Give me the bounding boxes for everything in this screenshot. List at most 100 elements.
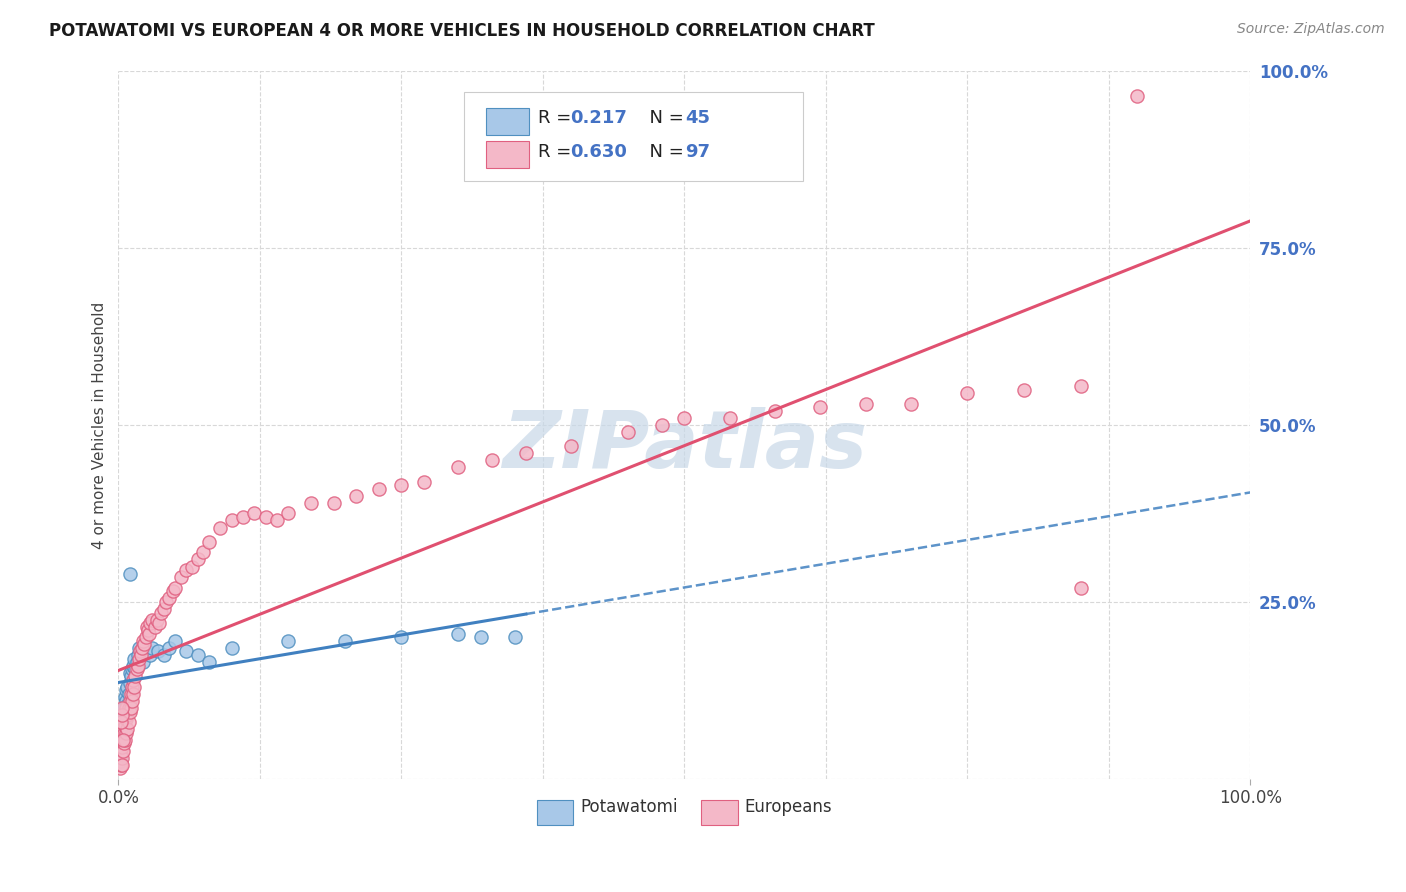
Point — [855, 397, 877, 411]
Point — [111, 757, 134, 772]
FancyBboxPatch shape — [486, 141, 529, 168]
Point — [299, 496, 322, 510]
Point — [170, 570, 193, 584]
Text: N =: N = — [638, 143, 689, 161]
Point — [157, 591, 180, 606]
Point — [115, 726, 138, 740]
Point — [111, 705, 134, 719]
Point — [118, 705, 141, 719]
Point — [115, 701, 138, 715]
Point — [115, 712, 138, 726]
Point — [447, 626, 470, 640]
Point — [111, 719, 134, 733]
Point — [718, 410, 741, 425]
Point — [118, 694, 141, 708]
Point — [135, 620, 157, 634]
Point — [209, 520, 232, 534]
Point — [277, 507, 299, 521]
Point — [124, 680, 146, 694]
Point — [148, 616, 170, 631]
Point — [118, 676, 141, 690]
Point — [139, 616, 162, 631]
Point — [121, 662, 143, 676]
Point — [127, 648, 149, 662]
Point — [198, 534, 221, 549]
Text: Potawatomi: Potawatomi — [581, 798, 678, 816]
Point — [111, 732, 134, 747]
Point — [122, 673, 145, 687]
Point — [121, 680, 143, 694]
Point — [124, 662, 146, 676]
Point — [651, 417, 673, 432]
Point — [141, 613, 163, 627]
Point — [125, 662, 148, 676]
Point — [1070, 581, 1092, 595]
Point — [333, 633, 356, 648]
Point — [117, 698, 139, 712]
Point — [114, 719, 136, 733]
Point — [232, 510, 254, 524]
Point — [176, 644, 198, 658]
Point — [277, 633, 299, 648]
Point — [163, 581, 186, 595]
Point — [122, 658, 145, 673]
Point — [124, 669, 146, 683]
Point — [617, 425, 640, 439]
Point — [132, 655, 155, 669]
Point — [141, 640, 163, 655]
Point — [134, 637, 156, 651]
Text: R =: R = — [538, 143, 578, 161]
Point — [115, 683, 138, 698]
Point — [120, 687, 142, 701]
Point — [413, 475, 436, 489]
Point — [135, 630, 157, 644]
Point — [111, 723, 134, 737]
Point — [515, 446, 537, 460]
Point — [110, 747, 132, 761]
Point — [112, 715, 135, 730]
Point — [129, 644, 152, 658]
Point — [129, 648, 152, 662]
Point — [138, 626, 160, 640]
Point — [673, 410, 696, 425]
Point — [111, 701, 134, 715]
Point — [808, 401, 831, 415]
Point — [125, 655, 148, 669]
Point — [470, 630, 492, 644]
Point — [176, 563, 198, 577]
Point — [1126, 88, 1149, 103]
FancyBboxPatch shape — [702, 800, 738, 825]
Point — [122, 687, 145, 701]
Point — [135, 644, 157, 658]
Point — [503, 630, 526, 644]
Point — [129, 648, 152, 662]
Text: Source: ZipAtlas.com: Source: ZipAtlas.com — [1237, 22, 1385, 37]
Point — [322, 496, 344, 510]
Point — [157, 640, 180, 655]
Point — [181, 559, 204, 574]
Point — [114, 690, 136, 705]
Text: N =: N = — [638, 109, 689, 127]
Point — [117, 708, 139, 723]
Point — [111, 708, 134, 723]
Point — [136, 624, 159, 638]
Point — [391, 630, 413, 644]
Point — [1070, 379, 1092, 393]
Point — [121, 694, 143, 708]
Point — [114, 732, 136, 747]
Text: POTAWATOMI VS EUROPEAN 4 OR MORE VEHICLES IN HOUSEHOLD CORRELATION CHART: POTAWATOMI VS EUROPEAN 4 OR MORE VEHICLE… — [49, 22, 875, 40]
Text: ZIPatlas: ZIPatlas — [502, 407, 868, 485]
Point — [391, 478, 413, 492]
Point — [112, 726, 135, 740]
Point — [198, 655, 221, 669]
Point — [163, 633, 186, 648]
Point — [763, 404, 786, 418]
Point — [900, 397, 922, 411]
Point — [481, 453, 503, 467]
Point — [152, 602, 174, 616]
Point — [108, 754, 131, 768]
Point — [243, 507, 266, 521]
Point — [111, 732, 134, 747]
Point — [118, 566, 141, 581]
Point — [266, 514, 288, 528]
